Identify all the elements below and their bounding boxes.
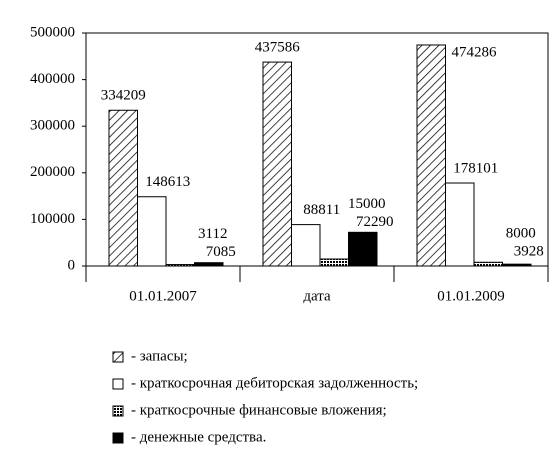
y-tick-label: 300000 (30, 118, 75, 134)
bar (291, 224, 321, 267)
y-tick-label: 400000 (30, 71, 75, 87)
bar (502, 263, 532, 267)
y-tick-label: 100000 (30, 211, 75, 227)
bar (165, 264, 195, 267)
value-label: 148613 (145, 174, 190, 190)
bar (473, 261, 503, 267)
y-tick-label: 0 (68, 257, 76, 273)
legend-swatch (112, 378, 124, 390)
bar (348, 231, 378, 267)
value-label: 437586 (255, 40, 301, 56)
legend-label: - запасы; (131, 348, 188, 364)
value-label: 3112 (198, 226, 227, 242)
bar (137, 196, 167, 267)
value-label: 7085 (206, 244, 236, 260)
bar (108, 109, 138, 267)
value-label: 178101 (453, 160, 498, 176)
y-tick-label: 200000 (30, 164, 75, 180)
legend-swatch (112, 351, 124, 363)
x-tick-label: дата (303, 288, 331, 304)
legend-label: - краткосрочная дебиторская задолженност… (131, 375, 418, 391)
value-label: 15000 (348, 196, 386, 212)
bar (416, 44, 446, 267)
legend-swatch (112, 432, 124, 444)
legend-label: - денежные средства. (131, 429, 266, 445)
value-label: 8000 (506, 226, 536, 242)
legend-swatch (112, 405, 124, 417)
bar (445, 182, 475, 267)
value-label: 88811 (303, 202, 340, 218)
legend-label: - краткосрочные финансовые вложения; (131, 402, 387, 418)
x-tick-label: 01.01.2009 (437, 288, 505, 304)
bar (262, 61, 292, 267)
value-label: 3928 (514, 244, 544, 260)
bar (194, 262, 224, 267)
x-tick-label: 01.01.2007 (129, 288, 197, 304)
bar (319, 258, 349, 267)
value-label: 474286 (452, 44, 498, 60)
y-tick-label: 500000 (30, 24, 75, 40)
value-label: 72290 (356, 214, 394, 230)
value-label: 334209 (101, 88, 146, 104)
